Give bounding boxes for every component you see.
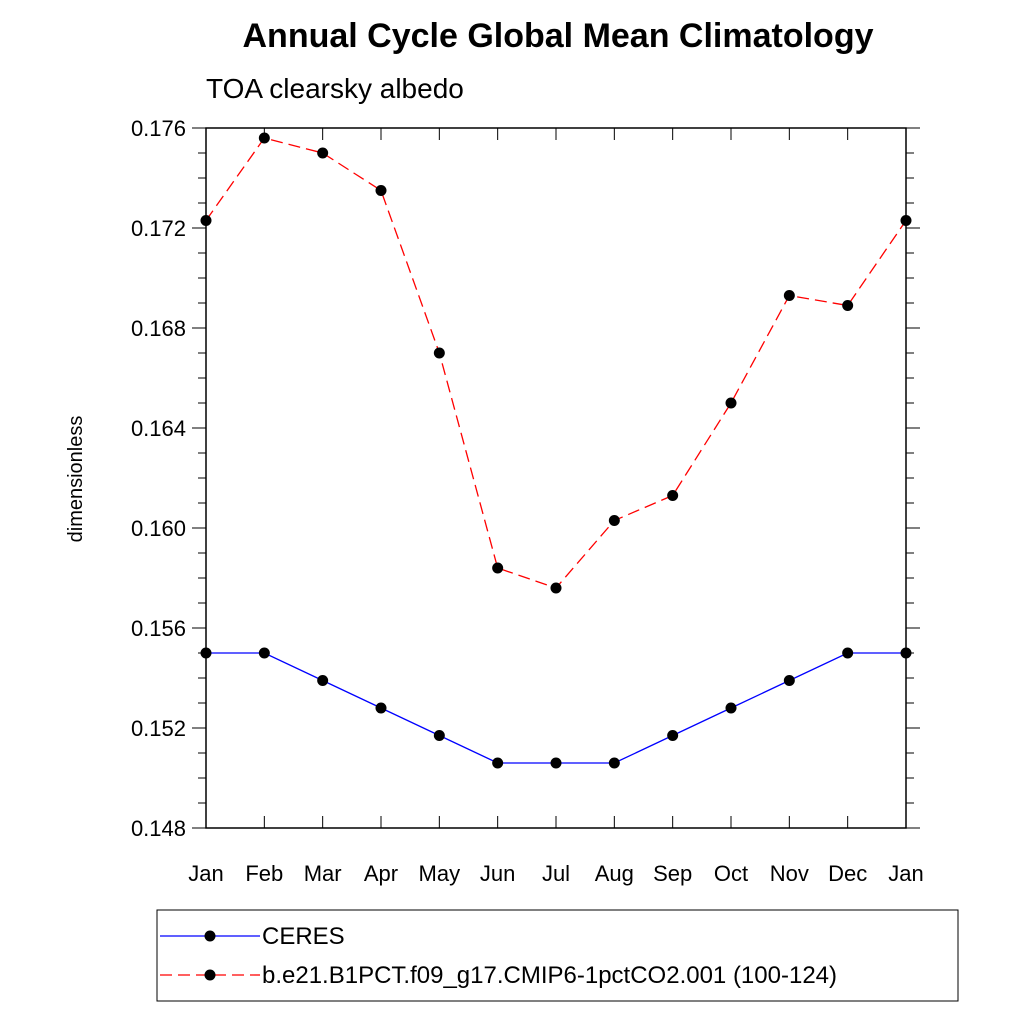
series-1-point [258,647,270,659]
x-tick-label: Jan [188,861,223,886]
series-2-point [200,215,212,226]
series-1-point [492,757,504,769]
chart-subtitle: TOA clearsky albedo [206,73,464,104]
x-ticks: Jan Feb Mar Apr May Jun Jul Aug Sep Oct Nov Dec Jan [188,128,924,886]
x-tick-label: Aug [595,861,634,886]
series-2-point [433,347,445,359]
x-tick-label: Apr [364,861,398,886]
y-tick-label: 0.156 [131,616,186,641]
chart-title: Annual Cycle Global Mean Climatology [243,17,874,55]
x-tick-label: Jan [888,861,923,886]
series-1-point [725,702,737,714]
series-2-point [492,562,504,574]
series-2-point [783,290,795,301]
x-tick-label: Nov [770,861,809,886]
series-2-point [550,582,562,594]
series-1-point [783,675,795,686]
series-layer [200,132,912,769]
legend-label-2: b.e21.B1PCT.f09_g17.CMIP6-1pctCO2.001 (1… [262,962,837,989]
y-tick-label: 0.172 [131,216,186,241]
series-2-point [317,147,329,159]
x-tick-label: Dec [828,861,867,886]
y-tick-label: 0.176 [131,116,186,141]
series-2-point [608,515,620,526]
series-2-point [842,300,854,311]
y-tick-label: 0.148 [131,816,186,841]
series-1-point [200,647,212,659]
legend-label-1: CERES [262,923,345,950]
y-ticks: 0.148 0.152 0.156 0.160 0.164 0.168 0.172 0.176 [131,116,920,841]
y-tick-label: 0.160 [131,516,186,541]
x-tick-label: May [419,861,461,886]
series-1-point [317,675,329,686]
series-2-point [900,215,912,226]
series-2-point [375,185,387,196]
plot-frame [205,127,907,829]
x-tick-label: Sep [653,861,692,886]
series-2-point [725,397,737,409]
y-tick-label: 0.164 [131,416,186,441]
plot-area [205,127,907,829]
legend: CERES b.e21.B1PCT.f09_g17.CMIP6-1pctCO2.0… [156,909,959,1002]
y-tick-label: 0.152 [131,716,186,741]
x-tick-label: Oct [714,861,748,886]
x-tick-label: Feb [245,861,283,886]
series-1-point [667,730,679,741]
y-axis-label: dimensionless [65,416,87,543]
series-1-point [900,647,912,659]
series-2-point [258,132,270,144]
series-line-1 [206,652,906,764]
x-tick-label: Jun [480,861,515,886]
x-tick-label: Mar [304,861,342,886]
legend-box [156,909,959,1002]
series-1-point [433,730,445,741]
series-1-point [550,757,562,769]
series-1-point [608,757,620,769]
legend-marker-1 [204,930,216,942]
series-line-2 [205,137,907,589]
series-2-point [667,490,679,501]
legend-marker-2 [204,969,216,981]
x-tick-label: Jul [542,861,570,886]
series-1-point [375,702,387,714]
series-1-point [842,647,854,659]
y-tick-label: 0.168 [131,316,186,341]
